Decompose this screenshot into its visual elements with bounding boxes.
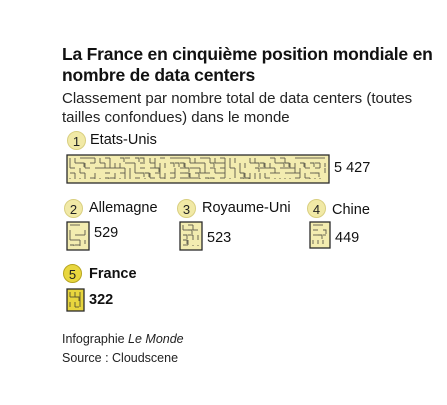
credit-name: Le Monde — [128, 332, 184, 346]
rank-badge-3: 3 — [177, 199, 196, 218]
chart-title: La France en cinquième position mondiale… — [62, 44, 433, 85]
data-center-chip-5 — [66, 288, 85, 312]
circuit-pattern — [69, 157, 326, 179]
value-label: 449 — [335, 230, 360, 246]
chip-body — [179, 221, 203, 251]
credit-prefix: Infographie — [62, 332, 129, 346]
data-center-chip-3 — [179, 221, 203, 251]
country-label: Royaume-Uni — [202, 200, 291, 216]
country-label: France — [89, 266, 137, 282]
country-label: Chine — [332, 202, 370, 218]
country-label: Etats-Unis — [90, 132, 157, 148]
circuit-pattern — [69, 224, 86, 246]
rank-badge-1: 1 — [67, 131, 86, 150]
credit-line: Infographie Le Monde — [62, 331, 184, 347]
data-center-chip-1 — [66, 154, 330, 184]
source-line: Source : Cloudscene — [62, 351, 179, 365]
rank-badge-2: 2 — [64, 199, 83, 218]
circuit-pattern — [182, 224, 199, 246]
chip-body — [66, 221, 90, 251]
value-label: 322 — [89, 292, 114, 308]
circuit-pattern — [69, 292, 81, 308]
value-label: 5 427 — [334, 160, 371, 176]
data-center-chip-4 — [309, 221, 331, 249]
rank-badge-5: 5 — [63, 264, 82, 283]
rank-badge-4: 4 — [307, 199, 326, 218]
chart-subtitle: Classement par nombre total de data cent… — [62, 90, 413, 126]
circuit-pattern — [312, 224, 327, 244]
country-label: Allemagne — [89, 200, 158, 216]
value-label: 529 — [94, 225, 119, 241]
value-label: 523 — [207, 230, 232, 246]
data-center-chip-2 — [66, 221, 90, 251]
